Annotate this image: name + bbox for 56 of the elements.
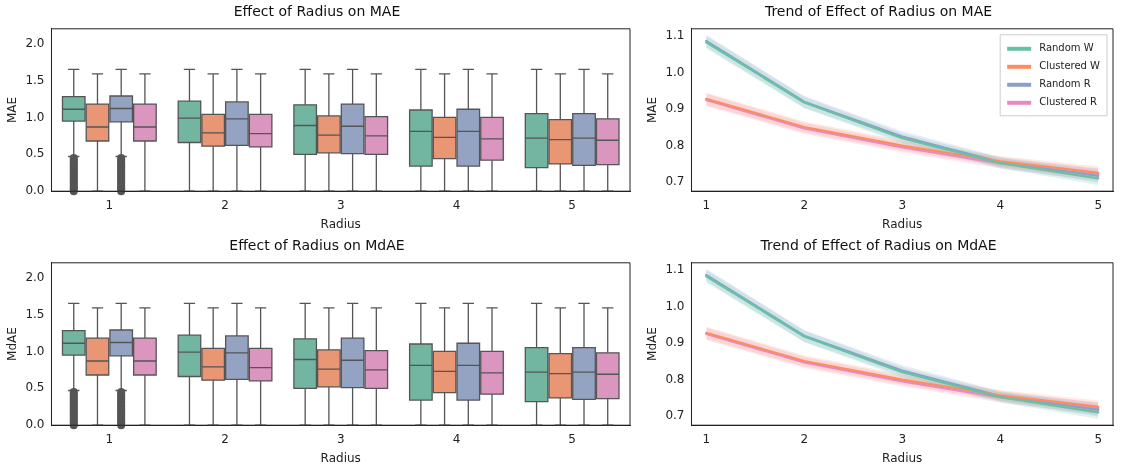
- y-tick-label: 0.7: [665, 174, 685, 189]
- x-tick-label: 5: [568, 197, 576, 212]
- chart-title: Effect of Radius on MdAE: [229, 237, 405, 254]
- y-tick-label: 1.5: [25, 306, 45, 321]
- y-tick-label: 1.0: [665, 64, 685, 79]
- x-axis-title: Radius: [882, 450, 923, 465]
- y-tick-label: 1.1: [665, 28, 685, 43]
- x-tick-label: 5: [568, 431, 576, 446]
- legend-label: Clustered W: [1039, 60, 1101, 72]
- x-tick-label: 1: [105, 431, 114, 446]
- x-axis-title: Radius: [320, 450, 361, 465]
- x-tick-label: 4: [996, 197, 1005, 212]
- y-tick-label: 0.8: [665, 371, 685, 386]
- y-axis-title: MAE: [5, 96, 20, 124]
- x-tick-label: 1: [105, 197, 114, 212]
- legend-label: Random W: [1039, 42, 1094, 54]
- y-tick-label: 0.7: [665, 408, 685, 423]
- y-tick-label: 1.0: [25, 343, 45, 358]
- x-tick-label: 2: [221, 431, 229, 446]
- x-tick-label: 1: [702, 431, 711, 446]
- x-axis-title: Radius: [882, 216, 923, 231]
- legend-label: Random R: [1039, 78, 1091, 90]
- x-tick-label: 3: [336, 431, 345, 446]
- y-tick-label: 0.0: [25, 417, 45, 432]
- x-tick-label: 1: [702, 197, 711, 212]
- y-axis-title: MdAE: [645, 327, 660, 361]
- y-tick-label: 2.0: [25, 269, 45, 284]
- x-tick-label: 3: [336, 197, 345, 212]
- y-tick-label: 2.0: [25, 35, 45, 50]
- x-tick-label: 2: [800, 431, 809, 446]
- x-tick-label: 5: [1094, 197, 1103, 212]
- x-axis-title: Radius: [320, 216, 361, 231]
- y-axis-title: MAE: [645, 96, 660, 124]
- y-tick-label: 0.8: [665, 137, 685, 152]
- chart-title: Trend of Effect of Radius on MdAE: [759, 237, 997, 254]
- chart-title: Trend of Effect of Radius on MAE: [763, 3, 993, 20]
- x-tick-label: 2: [221, 197, 229, 212]
- x-tick-label: 2: [800, 197, 809, 212]
- y-tick-label: 0.0: [25, 183, 45, 198]
- y-tick-label: 0.9: [665, 335, 685, 350]
- y-tick-label: 1.5: [25, 72, 45, 87]
- legend-label: Clustered R: [1039, 96, 1098, 108]
- x-tick-label: 4: [452, 197, 461, 212]
- y-tick-label: 1.0: [665, 298, 685, 313]
- y-tick-label: 1.0: [25, 109, 45, 124]
- chart-title: Effect of Radius on MAE: [233, 3, 401, 20]
- y-tick-label: 1.1: [665, 262, 685, 277]
- x-tick-label: 3: [898, 431, 907, 446]
- x-tick-label: 4: [452, 431, 461, 446]
- x-tick-label: 5: [1094, 431, 1103, 446]
- y-tick-label: 0.5: [25, 380, 45, 395]
- x-tick-label: 4: [996, 431, 1005, 446]
- y-tick-label: 0.9: [665, 101, 685, 116]
- x-tick-label: 3: [898, 197, 907, 212]
- y-tick-label: 0.5: [25, 146, 45, 161]
- y-axis-title: MdAE: [5, 327, 20, 361]
